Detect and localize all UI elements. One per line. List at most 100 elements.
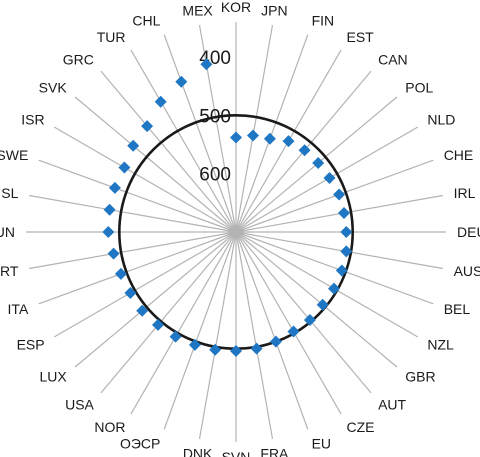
data-point-est	[282, 135, 295, 148]
category-label-nld: NLD	[427, 112, 455, 128]
spoke-line	[235, 231, 372, 394]
data-point-aut	[303, 314, 316, 326]
spoke-line	[235, 25, 274, 233]
data-point-eu	[269, 335, 282, 348]
data-point-usa	[152, 318, 164, 331]
category-label-irl: IRL	[454, 185, 476, 201]
category-label-eu: EU	[312, 435, 331, 451]
category-label-deu: DEU	[457, 224, 480, 240]
spoke-line	[163, 34, 237, 233]
category-label-pol: POL	[405, 79, 433, 95]
spoke-line	[53, 231, 237, 338]
category-label-bel: BEL	[444, 301, 471, 317]
category-label-fra: FRA	[260, 446, 289, 457]
spoke-line	[235, 231, 309, 430]
category-label-lux: LUX	[39, 369, 67, 385]
spoke-line	[74, 96, 237, 233]
spoke-line	[38, 231, 237, 305]
category-label-che: CHE	[444, 147, 474, 163]
data-point-isl	[103, 203, 116, 216]
data-point-fin	[263, 132, 276, 145]
data-point-kor	[230, 131, 242, 144]
data-point-bel	[335, 264, 348, 277]
spoke-line	[235, 34, 309, 233]
spoke-line	[29, 231, 237, 270]
spoke-lines	[26, 22, 446, 442]
category-label-swe: SWE	[0, 147, 28, 163]
data-point-can	[298, 144, 311, 157]
category-label-prt: PRT	[0, 263, 19, 279]
data-point-nor	[169, 330, 182, 343]
spoke-line	[29, 194, 237, 233]
category-label-est: EST	[347, 29, 375, 45]
category-label-chl: CHL	[132, 13, 160, 29]
data-point-gbr	[316, 298, 329, 311]
spoke-line	[235, 231, 419, 338]
spoke-line	[235, 231, 434, 305]
category-label-usa: USA	[65, 396, 94, 412]
data-point-cze	[287, 325, 300, 338]
data-point-ita	[114, 267, 127, 280]
data-point-nzl	[328, 282, 340, 295]
data-point-isr	[118, 161, 131, 174]
category-label-isl: ISL	[0, 185, 19, 201]
spoke-line	[235, 231, 274, 439]
spoke-line	[38, 159, 237, 233]
category-label-fin: FIN	[312, 13, 335, 29]
tick-label: 500	[199, 106, 231, 127]
category-label-nzl: NZL	[427, 337, 454, 353]
data-point-pol	[312, 157, 325, 169]
spoke-line	[235, 159, 434, 233]
data-point-dnk	[209, 343, 222, 356]
spoke-line	[235, 231, 398, 368]
category-label-оэср: ОЭСР	[120, 435, 160, 451]
category-label-dnk: DNK	[183, 446, 213, 457]
category-label-tur: TUR	[97, 29, 126, 45]
data-point-jpn	[247, 129, 259, 142]
category-label-aut: AUT	[378, 396, 406, 412]
data-point-tur	[154, 95, 167, 108]
category-label-svn: SVN	[222, 449, 251, 457]
data-point-fra	[250, 342, 263, 355]
data-point-deu	[340, 226, 353, 238]
data-point-nld	[323, 172, 336, 184]
category-label-kor: KOR	[221, 0, 251, 15]
category-label-jpn: JPN	[261, 2, 287, 18]
data-point-hun	[102, 226, 115, 238]
category-label-isr: ISR	[21, 112, 44, 128]
category-label-mex: MEX	[182, 2, 213, 18]
data-point-оэср	[188, 338, 201, 351]
tick-label: 600	[199, 165, 231, 186]
category-label-esp: ESP	[17, 337, 45, 353]
spoke-line	[100, 70, 237, 233]
data-point-svn	[230, 345, 242, 357]
category-label-cze: CZE	[347, 419, 375, 435]
data-point-chl	[175, 75, 188, 88]
data-point-prt	[107, 247, 120, 260]
category-label-can: CAN	[378, 52, 408, 68]
data-point-irl	[338, 207, 350, 219]
spoke-line	[235, 231, 443, 270]
spoke-line	[130, 231, 237, 415]
data-markers	[102, 58, 353, 357]
category-label-svk: SVK	[39, 79, 68, 95]
category-label-hun: HUN	[0, 224, 15, 240]
data-point-aus	[340, 245, 353, 258]
data-point-esp	[124, 287, 137, 299]
category-label-aus: AUS	[454, 263, 480, 279]
category-label-ita: ITA	[8, 301, 29, 317]
category-label-grc: GRC	[63, 52, 94, 68]
data-point-swe	[108, 181, 121, 194]
spoke-line	[74, 231, 237, 368]
spoke-line	[53, 126, 237, 233]
spoke-line	[235, 231, 342, 415]
data-point-lux	[136, 304, 149, 317]
spoke-line	[130, 49, 237, 233]
spoke-line	[198, 231, 237, 439]
data-point-grc	[141, 120, 154, 133]
data-point-svk	[127, 139, 140, 152]
data-point-mex	[200, 58, 213, 71]
